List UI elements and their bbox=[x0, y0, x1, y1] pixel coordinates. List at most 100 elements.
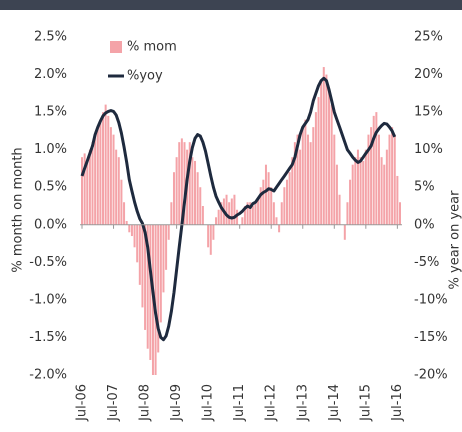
bar bbox=[117, 157, 120, 225]
y-tick-label: 0.0% bbox=[34, 217, 67, 232]
bar bbox=[144, 224, 147, 330]
bar bbox=[251, 206, 254, 225]
bar bbox=[320, 82, 323, 225]
y-tick-label: 0.5% bbox=[34, 180, 67, 195]
bar bbox=[141, 224, 144, 308]
bar bbox=[199, 187, 202, 225]
bar bbox=[246, 202, 249, 225]
bar bbox=[236, 209, 239, 225]
bar bbox=[356, 149, 359, 225]
bar bbox=[328, 89, 331, 225]
bar bbox=[257, 198, 260, 225]
bar bbox=[159, 224, 162, 323]
x-tick-label: Jul-08 bbox=[138, 384, 153, 422]
bar bbox=[309, 142, 312, 225]
bar bbox=[267, 172, 270, 225]
y2-tick-label: -5% bbox=[414, 255, 439, 270]
x-tick-label: Jul-10 bbox=[201, 384, 216, 422]
bar bbox=[230, 198, 233, 225]
bar bbox=[123, 202, 126, 225]
bar bbox=[301, 127, 304, 225]
bar bbox=[333, 134, 336, 225]
bar bbox=[130, 224, 133, 237]
bar bbox=[167, 224, 170, 240]
bar bbox=[228, 202, 231, 225]
bar bbox=[162, 224, 165, 293]
bar bbox=[285, 179, 288, 225]
legend-label: % mom bbox=[127, 40, 177, 55]
bar bbox=[391, 127, 394, 225]
bar bbox=[188, 142, 191, 225]
bar bbox=[314, 112, 317, 225]
bar bbox=[317, 97, 320, 225]
x-tick-label: Jul-12 bbox=[264, 384, 279, 422]
bar bbox=[83, 153, 86, 225]
y2-tick-label: 0% bbox=[414, 217, 435, 232]
x-tick-label: Jul-09 bbox=[169, 384, 184, 422]
bar bbox=[280, 202, 283, 225]
bar bbox=[349, 179, 352, 225]
bar bbox=[380, 157, 383, 225]
bar bbox=[304, 119, 307, 225]
bar bbox=[330, 104, 333, 225]
bar bbox=[94, 134, 97, 225]
bar bbox=[259, 187, 262, 225]
y-tick-label: -0.5% bbox=[29, 255, 67, 270]
bar bbox=[180, 138, 183, 225]
bar bbox=[88, 149, 91, 225]
bar bbox=[233, 194, 236, 225]
bar bbox=[346, 202, 349, 225]
bar bbox=[107, 115, 110, 225]
bar bbox=[104, 104, 107, 225]
bar bbox=[220, 202, 223, 225]
y2-tick-label: -20% bbox=[414, 368, 448, 383]
bar bbox=[377, 134, 380, 225]
bar bbox=[86, 160, 89, 225]
bar bbox=[372, 115, 375, 225]
y2-tick-label: -10% bbox=[414, 292, 448, 307]
y-tick-label: -1.0% bbox=[29, 292, 67, 307]
bar bbox=[157, 224, 160, 353]
bar bbox=[283, 187, 286, 225]
bar bbox=[196, 172, 199, 225]
x-tick-label: Jul-15 bbox=[358, 384, 373, 422]
bar bbox=[109, 127, 112, 225]
bar bbox=[393, 134, 396, 225]
bar bbox=[217, 209, 220, 225]
bar bbox=[388, 134, 391, 225]
bar bbox=[183, 142, 186, 225]
bar bbox=[81, 157, 83, 225]
bar bbox=[278, 224, 281, 233]
y2-tick-label: 15% bbox=[414, 105, 443, 120]
bar bbox=[291, 157, 294, 225]
bar bbox=[307, 134, 310, 225]
legend-swatch bbox=[110, 41, 122, 53]
line bbox=[80, 76, 397, 342]
y2-tick-label: 10% bbox=[414, 142, 443, 157]
bar bbox=[322, 67, 325, 225]
bar bbox=[209, 224, 212, 255]
bar bbox=[270, 187, 273, 225]
bar bbox=[351, 164, 354, 225]
y2-tick-label: 5% bbox=[414, 180, 435, 195]
bar bbox=[359, 157, 362, 225]
bar bbox=[133, 224, 136, 248]
y-axis-label: % month on month bbox=[11, 147, 26, 272]
bar bbox=[128, 224, 131, 233]
x-tick-label: Jul-11 bbox=[232, 384, 247, 422]
bar bbox=[115, 149, 118, 225]
bar bbox=[354, 157, 357, 225]
bar bbox=[275, 217, 278, 225]
bar bbox=[249, 202, 252, 225]
y2-tick-label: -15% bbox=[414, 330, 448, 345]
bar bbox=[120, 179, 123, 225]
bar bbox=[194, 160, 197, 225]
bar bbox=[149, 224, 152, 360]
bar bbox=[172, 172, 175, 225]
y2-axis-label: % year on year bbox=[448, 190, 462, 290]
bar bbox=[288, 172, 291, 225]
bar bbox=[215, 217, 218, 225]
bar bbox=[335, 164, 338, 225]
bar bbox=[293, 142, 296, 225]
